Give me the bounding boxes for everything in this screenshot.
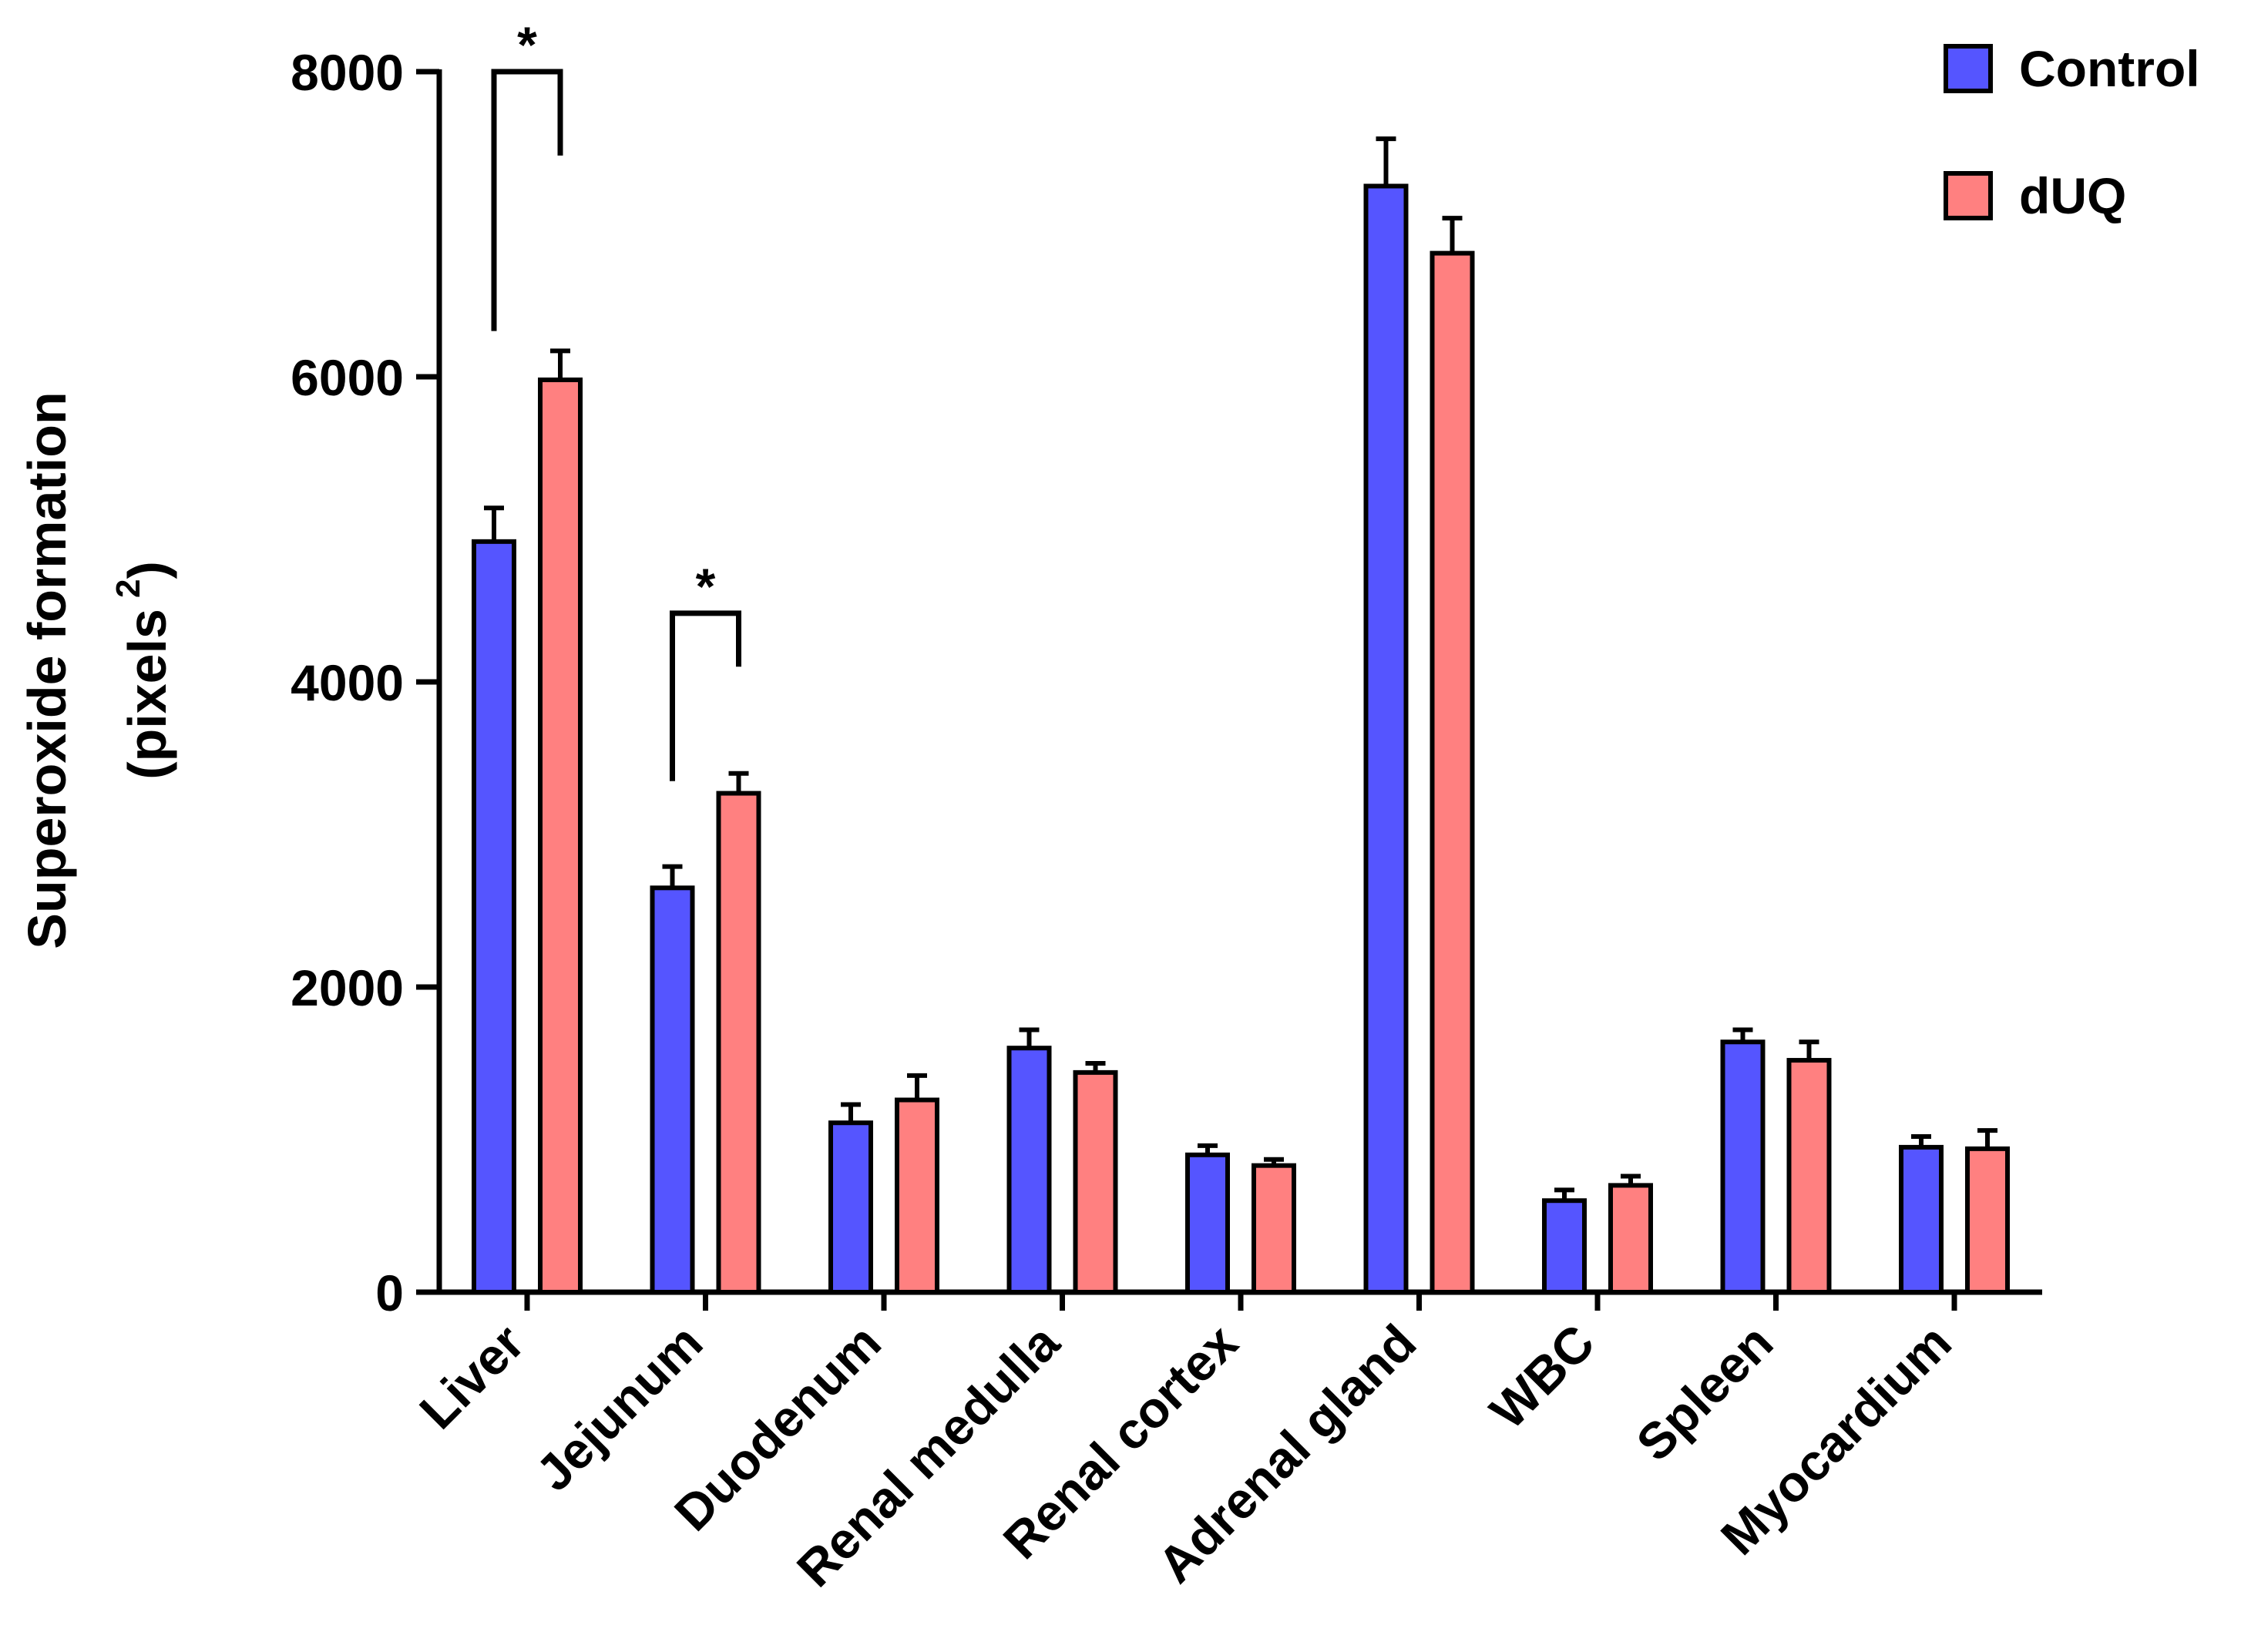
bar-control xyxy=(1185,1152,1230,1295)
significance-bracket xyxy=(491,69,563,331)
significance-star: * xyxy=(696,558,716,615)
legend-label-control: Control xyxy=(2019,40,2200,97)
y-axis-label: Superoxide formation (pixels2) xyxy=(17,391,177,949)
legend-swatch-control xyxy=(1944,44,1993,93)
bar-duq xyxy=(1965,1146,2010,1294)
bar-duq xyxy=(538,377,583,1295)
bar-control xyxy=(1899,1144,1944,1295)
bar-duq xyxy=(1252,1163,1296,1295)
x-tick-label: Spleen xyxy=(1625,1314,1783,1472)
significance-brackets: ** xyxy=(491,16,741,781)
bar-control xyxy=(650,885,695,1295)
x-tick-label: Jejunum xyxy=(525,1314,713,1502)
bar-control xyxy=(1542,1198,1587,1294)
legend-label-duq: dUQ xyxy=(2019,167,2126,224)
y-tick-label: 2000 xyxy=(291,959,404,1016)
x-tick-label: Liver xyxy=(408,1314,535,1440)
significance-star: * xyxy=(517,16,537,73)
y-tick-label: 6000 xyxy=(291,349,404,406)
y-tick-label: 4000 xyxy=(291,654,404,711)
y-axis-ticks: 0 2000 4000 6000 8000 xyxy=(291,44,439,1321)
bar-duq xyxy=(895,1097,939,1295)
x-tick-label: WBC xyxy=(1479,1314,1605,1440)
y-tick-label: 8000 xyxy=(291,44,404,101)
bar-duq xyxy=(1073,1069,1118,1294)
bar-duq xyxy=(1430,250,1475,1294)
y-axis-label-line2: (pixels2) xyxy=(109,561,177,780)
y-axis-label-line1: Superoxide formation xyxy=(17,391,77,949)
bar-duq xyxy=(1786,1058,1832,1295)
bar-control xyxy=(472,539,516,1294)
bar-duq xyxy=(1608,1183,1653,1295)
bar-duq xyxy=(716,791,761,1295)
legend-swatch-duq xyxy=(1944,171,1993,220)
significance-bracket xyxy=(670,610,741,781)
legend: Control dUQ xyxy=(1944,40,2200,224)
bars xyxy=(472,136,2010,1295)
y-tick-label: 0 xyxy=(375,1264,404,1321)
bar-control xyxy=(1720,1039,1766,1295)
bar-control xyxy=(1006,1046,1052,1294)
bar-control xyxy=(1363,183,1409,1294)
bar-control xyxy=(828,1120,873,1294)
